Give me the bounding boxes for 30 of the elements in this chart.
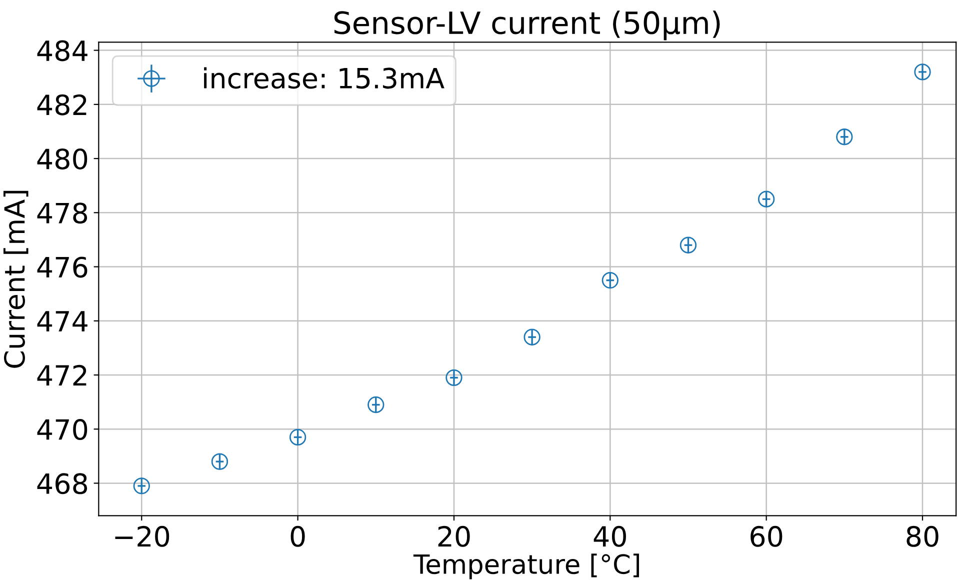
x-tick-label: 60 xyxy=(750,526,782,547)
legend-label: increase: 15.3mA xyxy=(204,67,444,89)
y-axis-title: Current [mA] xyxy=(3,190,28,368)
y-tick-label: 472 xyxy=(37,364,86,386)
point xyxy=(289,428,306,446)
x-tick-label: 0 xyxy=(290,526,305,547)
x-tick-label: 40 xyxy=(594,526,626,547)
point xyxy=(836,128,853,146)
x-tick-label: 80 xyxy=(906,526,938,547)
y-tick-label: 474 xyxy=(37,311,88,332)
x-tick-label: −20 xyxy=(115,526,170,547)
point xyxy=(914,64,931,80)
point xyxy=(680,236,697,254)
y-tick-label: 470 xyxy=(37,419,88,440)
point xyxy=(602,272,618,289)
y-tick-label: 476 xyxy=(37,256,88,278)
x-tick-label: 20 xyxy=(438,526,470,547)
y-tick-label: 468 xyxy=(37,473,88,494)
point xyxy=(524,328,540,346)
y-tick-label: 484 xyxy=(37,40,88,62)
y-tick-label: 480 xyxy=(37,148,88,170)
y-tick-label: 482 xyxy=(37,94,86,116)
point xyxy=(133,478,150,494)
point xyxy=(446,369,462,386)
x-axis-title: Temperature [°C] xyxy=(413,554,639,580)
point xyxy=(758,190,775,208)
point xyxy=(211,453,228,470)
y-tick-label: 478 xyxy=(37,202,88,224)
chart-title: Sensor-LV current (50µm) xyxy=(334,10,720,40)
point xyxy=(368,396,384,414)
